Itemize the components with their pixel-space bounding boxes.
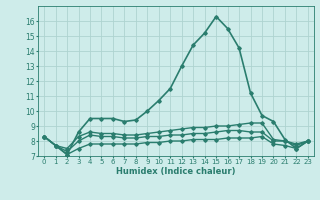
X-axis label: Humidex (Indice chaleur): Humidex (Indice chaleur) <box>116 167 236 176</box>
